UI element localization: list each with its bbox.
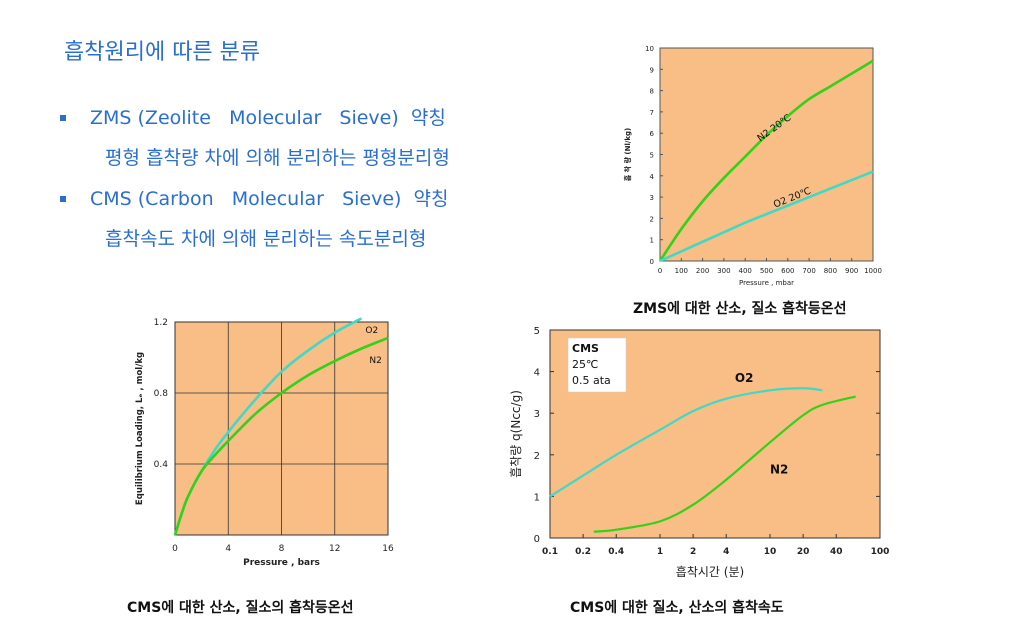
- x-tick-label: 400: [739, 267, 752, 275]
- series-label-o2: O2: [365, 326, 378, 336]
- x-axis-label: Pressure , bars: [243, 558, 320, 568]
- x-tick-label: 12: [329, 544, 340, 554]
- y-tick-label: 1: [650, 237, 654, 245]
- y-tick-label: 9: [650, 66, 654, 74]
- x-tick-label: 4: [723, 547, 729, 557]
- y-tick-label: 10: [645, 45, 654, 53]
- y-tick-label: 1: [534, 492, 540, 503]
- caption-zms: ZMS에 대한 산소, 질소 흡착등온선: [633, 301, 847, 317]
- series-line-n2: [593, 395, 856, 533]
- x-tick-label: 8: [279, 544, 285, 554]
- y-tick-label: 5: [650, 152, 654, 160]
- caption-cms-rate: CMS에 대한 질소, 산소의 흡착속도: [570, 600, 784, 616]
- y-tick-label: 3: [650, 194, 654, 202]
- y-axis-label: 흡 착 량 (Nl/kg): [623, 128, 632, 182]
- y-tick-label: 3: [534, 409, 540, 420]
- x-tick-label: 10: [764, 547, 777, 557]
- zms-isotherm-chart: 0 100 200 300 400 500 600 700 800 900 1000 0 1 2 3 4 5 6 7…: [623, 45, 882, 287]
- bullet-zms-sub: 평형 흡착량 차에 의해 분리하는 평형분리형: [105, 147, 450, 169]
- caption-cms-isotherm: CMS에 대한 산소, 질소의 흡착등온선: [127, 600, 354, 616]
- x-tick-label: 1000: [864, 267, 882, 275]
- x-axis-label: 흡착시간 (분): [676, 565, 744, 579]
- y-tick-label: 2: [534, 451, 540, 462]
- legend-line: 25℃: [572, 358, 598, 371]
- y-tick-label: 2: [650, 215, 654, 223]
- x-tick-label: 500: [760, 267, 773, 275]
- series-label-o2: O2: [735, 371, 754, 385]
- series-line-n2: [658, 59, 874, 262]
- cms-rate-chart: 0.1 0.2 0.4 1 2 4 10 20 40 100 0 1 2 3 4 5 흡착시간 (분) 흡착량 q…: [509, 326, 890, 579]
- y-tick-label: 0.4: [154, 460, 169, 470]
- y-tick-label: 1.2: [154, 318, 168, 328]
- cms-isotherm-chart: 0 4 8 12 16 0.4 0.8 1.2 Pressure , bars Equilibri…: [135, 317, 394, 568]
- series-label-n2: N2: [770, 463, 788, 477]
- series-label-n2: N2: [369, 356, 381, 366]
- x-tick-label: 700: [802, 267, 815, 275]
- x-tick-label: 16: [382, 544, 394, 554]
- bullet-zms: ZMS (Zeolite Molecular Sieve) 약칭: [90, 107, 446, 129]
- x-axis-label: Pressure , mbar: [739, 279, 794, 287]
- x-tick-label: 0.2: [575, 547, 591, 557]
- y-tick-label: 8: [650, 88, 654, 96]
- y-axis-label: 흡착량 q(Ncc/g): [509, 390, 523, 478]
- x-tick-label: 100: [871, 547, 890, 557]
- bullet-cms-sub: 흡착속도 차에 의해 분리하는 속도분리형: [105, 228, 427, 250]
- y-tick-label: 6: [650, 130, 655, 138]
- bullet-marker: [60, 196, 66, 202]
- y-tick-label: 4: [534, 368, 540, 379]
- x-tick-label: 40: [830, 547, 843, 557]
- bullet-marker: [60, 115, 66, 121]
- bullet-cms: CMS (Carbon Molecular Sieve) 약칭: [90, 188, 449, 210]
- legend-box: [567, 337, 627, 393]
- legend-title: CMS: [572, 342, 599, 355]
- x-tick-label: 20: [797, 547, 810, 557]
- y-tick-label: 0.8: [154, 389, 169, 399]
- x-tick-label: 0.1: [542, 547, 558, 557]
- y-tick-label: 7: [650, 109, 654, 117]
- series-line-o2: [549, 387, 823, 498]
- y-tick-label: 0: [534, 534, 540, 545]
- x-tick-label: 0: [172, 544, 178, 554]
- x-tick-label: 800: [824, 267, 837, 275]
- x-tick-label: 1: [657, 547, 663, 557]
- y-tick-label: 4: [650, 173, 655, 181]
- series-line-n2: [173, 336, 389, 536]
- legend-line: 0.5 ata: [572, 374, 611, 387]
- x-tick-label: 200: [696, 267, 709, 275]
- x-tick-label: 600: [781, 267, 794, 275]
- y-tick-label: 0: [650, 258, 654, 266]
- y-axis-label: Equilibrium Loading, Lₑ , mol/kg: [135, 352, 145, 505]
- x-tick-label: 0: [658, 267, 662, 275]
- x-tick-label: 4: [225, 544, 231, 554]
- x-tick-label: 900: [845, 267, 858, 275]
- slide-title: 흡착원리에 따른 분류: [64, 40, 261, 65]
- x-tick-label: 2: [690, 547, 696, 557]
- series-line-o2: [659, 170, 874, 263]
- x-tick-label: 0.4: [608, 547, 624, 557]
- x-tick-label: 300: [717, 267, 730, 275]
- y-tick-label: 5: [534, 326, 540, 337]
- x-tick-label: 100: [675, 267, 688, 275]
